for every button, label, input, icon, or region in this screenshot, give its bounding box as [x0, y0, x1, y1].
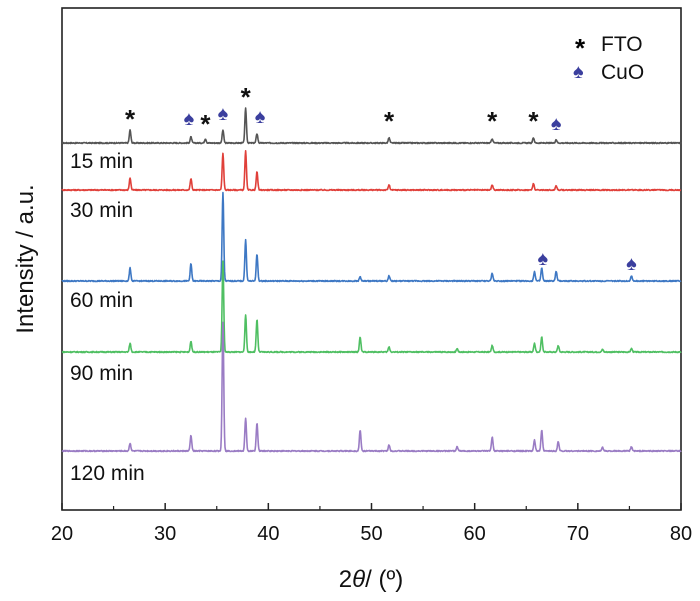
series-line-5: [61, 321, 682, 453]
x-tick-label-30: 30: [154, 523, 176, 545]
series-label-1: 15 min: [70, 150, 133, 173]
x-axis-title-theta: θ: [352, 566, 365, 593]
legend-cuo-symbol: ♠: [573, 61, 584, 83]
x-axis-title: 2θ/ (º): [339, 566, 403, 593]
legend-fto-label: FTO: [601, 33, 643, 56]
fto-marker-1: *: [125, 104, 136, 134]
series-line-3: [61, 191, 682, 283]
series-line-4: [61, 260, 682, 354]
x-tick-label-70: 70: [567, 523, 589, 545]
fto-marker-8: *: [487, 106, 498, 136]
series-label-4: 90 min: [70, 362, 133, 385]
legend-cuo-label: CuO: [601, 61, 644, 84]
series-label-5: 120 min: [70, 462, 145, 485]
plot-frame: [61, 7, 682, 511]
series-layer: [61, 107, 682, 453]
fto-marker-5: *: [241, 82, 252, 112]
legend-fto-symbol: *: [575, 33, 586, 63]
cuo-marker-6: ♠: [255, 106, 266, 128]
x-axis-title-suffix: / (º): [365, 566, 403, 593]
series-label-3: 60 min: [70, 289, 133, 312]
x-tick-label-60: 60: [464, 523, 486, 545]
cuo-marker-11: ♠: [537, 248, 548, 270]
x-axis-title-prefix: 2: [339, 566, 352, 593]
cuo-marker-2: ♠: [184, 108, 195, 130]
series-label-layer: 15 min 30 min 60 min 90 min 120 min: [70, 150, 145, 485]
series-label-2: 30 min: [70, 199, 133, 222]
x-tick-label-40: 40: [257, 523, 279, 545]
x-tick-label-80: 80: [670, 523, 692, 545]
y-axis-title: Intensity / a.u.: [12, 184, 39, 333]
fto-marker-9: *: [528, 106, 539, 136]
cuo-marker-10: ♠: [551, 113, 562, 135]
x-tick-label-20: 20: [51, 523, 73, 545]
series-line-2: [61, 150, 682, 192]
fto-marker-3: *: [200, 109, 211, 139]
x-tick-layer: 20 30 40 50 60 70 80: [51, 503, 692, 545]
cuo-marker-4: ♠: [218, 103, 229, 125]
legend: * FTO ♠ CuO: [573, 33, 644, 84]
x-tick-label-50: 50: [360, 523, 382, 545]
cuo-marker-12: ♠: [626, 253, 637, 275]
series-line-1: [61, 107, 682, 145]
marker-layer: * ♠ * ♠*♠ * * * ♠♠ ♠: [125, 82, 637, 275]
fto-marker-7: *: [384, 106, 395, 136]
